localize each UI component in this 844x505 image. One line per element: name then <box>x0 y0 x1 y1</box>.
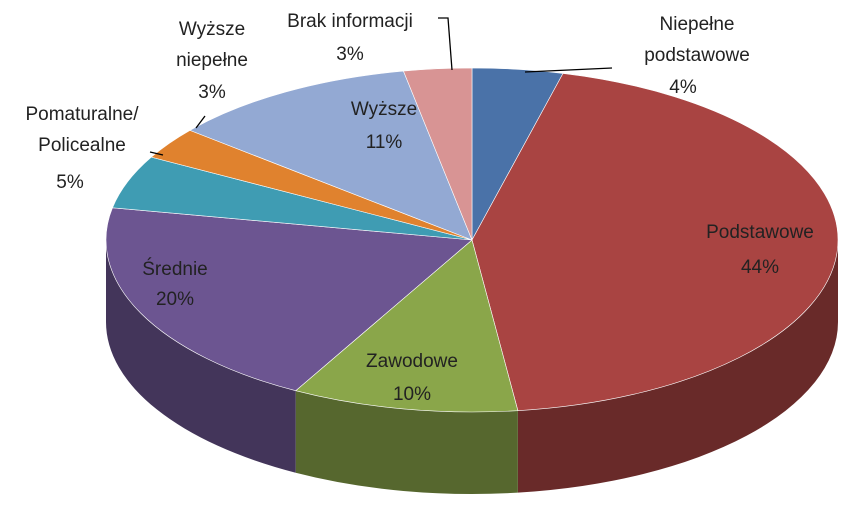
value-label: 20% <box>156 289 194 310</box>
slice <box>189 70 473 241</box>
slice-label: Średnie <box>142 258 208 280</box>
slice <box>471 73 839 411</box>
value-label: 3% <box>336 44 364 65</box>
slice-side <box>106 240 296 473</box>
value-label: 4% <box>669 77 697 98</box>
leader-line <box>438 17 453 71</box>
value-label: 11% <box>366 132 403 153</box>
value-label: 10% <box>393 384 431 405</box>
slice <box>295 239 519 413</box>
leader-line <box>524 67 613 73</box>
slice-label: Pomaturalne/Policealne <box>25 104 139 156</box>
slice <box>402 67 473 241</box>
slice-side <box>517 240 838 493</box>
slice-label: Brak informacji <box>287 11 413 32</box>
leader-line <box>149 151 164 156</box>
slice-side <box>295 390 518 494</box>
slice-label: Wyższe niepełne <box>176 19 248 71</box>
slice-label: Niepełne podstawowe <box>644 14 750 66</box>
leader-line <box>195 115 206 129</box>
value-label: 3% <box>198 82 226 103</box>
slice-label: Wyższe <box>351 99 417 120</box>
value-label: 44% <box>741 257 779 278</box>
slice <box>105 207 473 392</box>
value-label: 5% <box>56 172 84 193</box>
slice-label: Zawodowe <box>366 351 458 372</box>
slice-label: Podstawowe <box>706 222 814 243</box>
